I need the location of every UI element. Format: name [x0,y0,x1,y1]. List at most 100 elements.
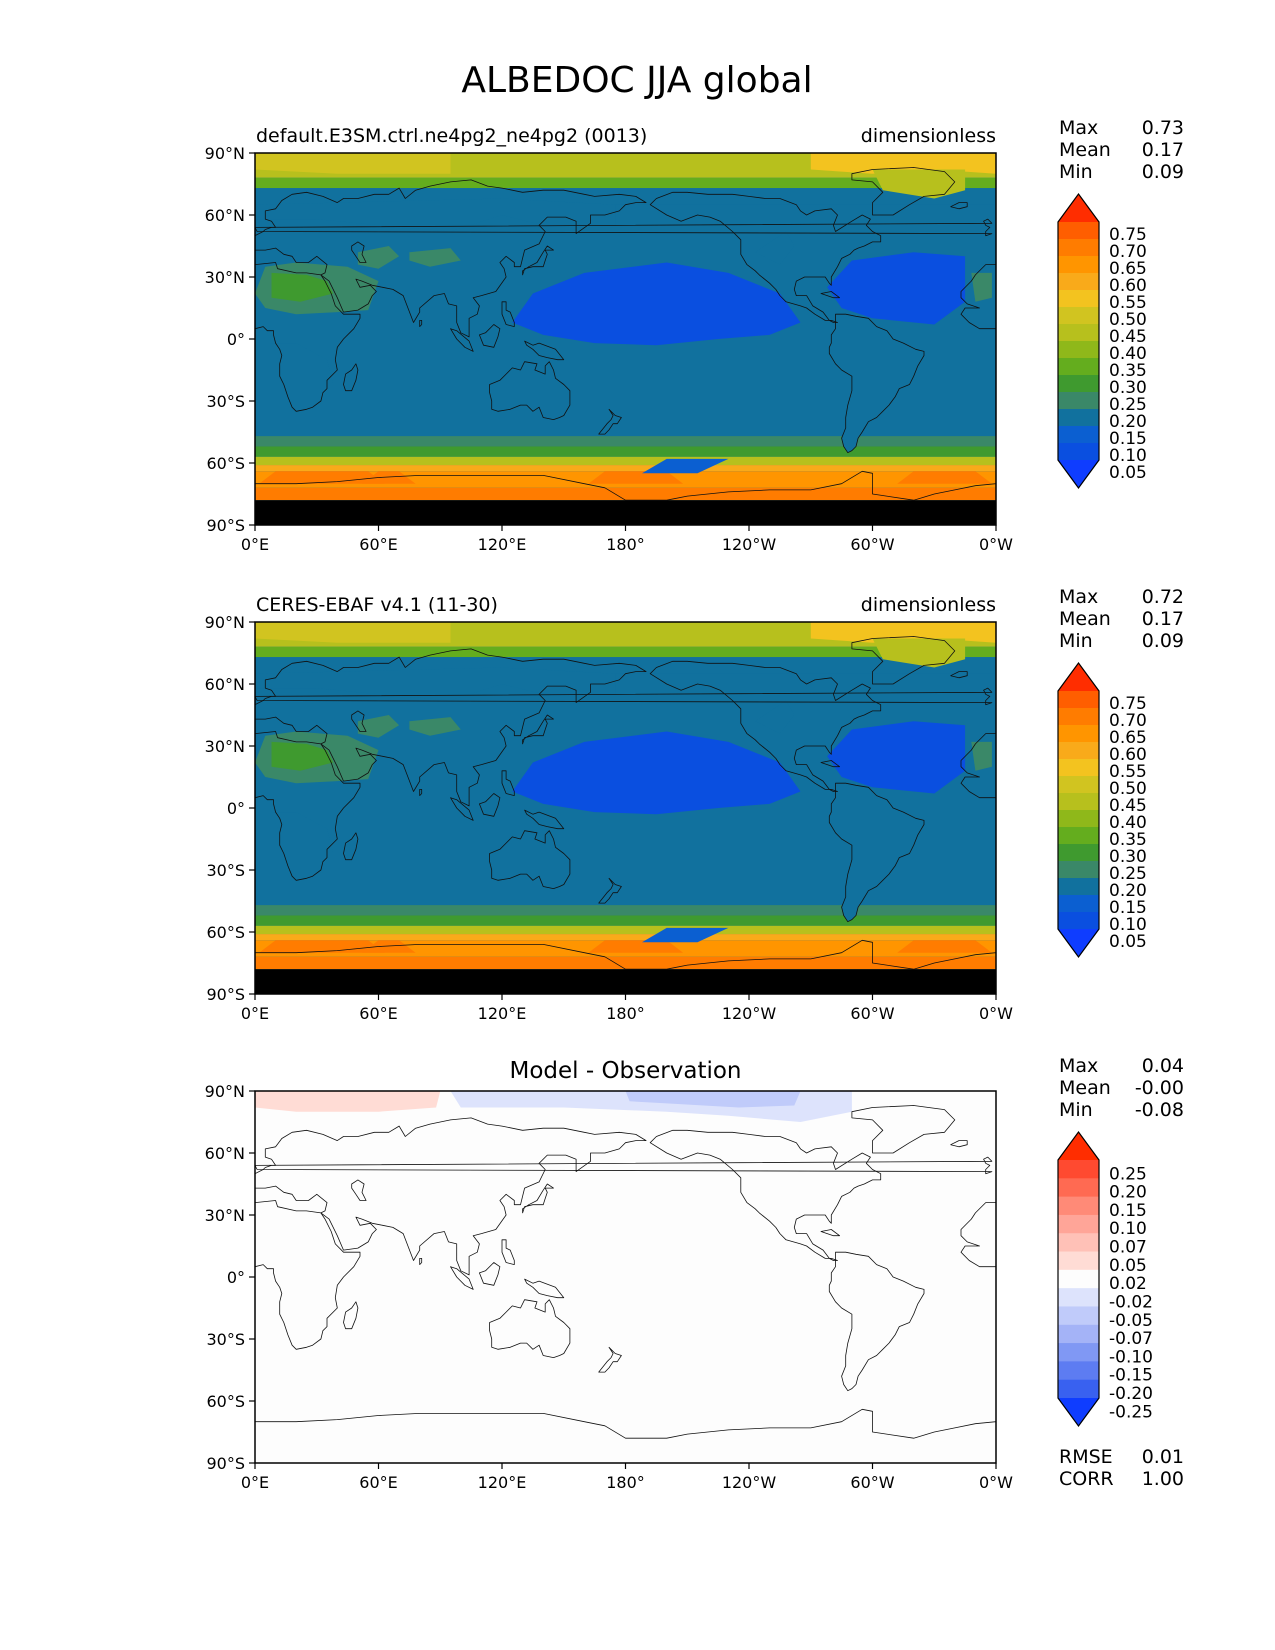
colorbar-outline [1057,661,1100,959]
coastline-westAfricaEdge [960,1202,996,1268]
coastline-northAmerica [649,1129,882,1261]
coastline-philippines [501,770,515,797]
coastline-greenland [851,1105,956,1154]
colorbar-tick-label: -0.10 [1109,1347,1153,1367]
colorbar-segment [1058,426,1099,444]
lat-tick-label: 0° [227,1268,245,1287]
colorbar-tick-label: 0.40 [1109,344,1147,364]
colorbar-segment [1058,392,1099,410]
colorbar-tick-label: 0.05 [1109,463,1147,483]
colorbar-tick-label: 0.15 [1109,1201,1147,1221]
coastline-westAfricaEdge [960,264,996,330]
antarctic-high [259,940,385,953]
colorbar-tick-label: -0.25 [1109,1402,1153,1422]
lon-tick-label: 180° [606,535,645,554]
colorbar-tick-label: 0.02 [1109,1274,1147,1294]
coastline-japan [522,245,554,276]
colorbar-tick-label: 0.45 [1109,796,1147,816]
colorbar-segment [1058,409,1099,427]
lon-tick-label: 60°E [359,535,397,554]
tibet [409,248,461,267]
coastline-borneo [478,793,501,817]
australia-albedo [489,361,570,420]
colorbar-segment [1058,222,1099,240]
colorbar-segment [1058,341,1099,359]
colorbar-extend-min [1058,1398,1099,1426]
coastline-eurasia [255,179,647,338]
stat-value-max: 0.72 [1142,586,1184,608]
albedo-band [255,956,996,970]
coastline-madagascar [343,832,359,861]
colorbar-segment [1058,742,1099,760]
coastline-cuba [820,1229,840,1237]
colorbar-segment [1058,239,1099,257]
colorbar-segment [1058,1288,1099,1307]
coastline-britain [255,687,993,706]
lon-tick-label: 120°W [722,1473,777,1492]
coastline-sumatra [450,1266,474,1290]
coastline-africa [255,262,361,412]
southern-africa [271,343,334,401]
atlantic-dark-pool [827,252,966,325]
coastline-newGuinea [524,1278,565,1299]
land-mid [255,198,616,232]
colorbar-tick-label: 0.25 [1109,1164,1147,1184]
coastline-borneo [478,324,501,348]
coastline-borneo [478,1262,501,1286]
metric-name-corr: CORR [1059,1468,1114,1490]
lon-tick-label: 120°E [478,535,527,554]
colorbar-tick-label: 0.20 [1109,412,1147,432]
colorbar-tick-label: 0.15 [1109,429,1147,449]
coastline-greenland [851,636,956,685]
colorbar-segment [1058,691,1099,709]
stat-name-max: Max [1059,586,1098,608]
colorbar-segment [1058,912,1099,930]
colorbar-segment [1058,324,1099,342]
albedo-band [255,905,996,916]
colorbar-segment [1058,1233,1099,1253]
lat-tick-label: 30°S [206,392,245,411]
stat-name-mean: Mean [1059,139,1111,161]
coastline-japan [522,1183,554,1214]
colorbar-segment [1058,1379,1099,1399]
colorbar-segment [1058,861,1099,879]
antarctic-high [259,471,385,484]
colorbar-tick-label: 0.20 [1109,881,1147,901]
albedo-band [255,969,996,994]
lat-tick-label: 60°S [206,1392,245,1411]
colorbar-segment [1058,776,1099,794]
colorbar-tick-label: 0.10 [1109,915,1147,935]
coastline-australia [489,830,571,890]
lon-tick-label: 180° [606,1004,645,1023]
colorbar-tick-label: 0.75 [1109,694,1147,714]
arctic-cap [810,622,996,643]
negative-anomaly-core [625,1091,801,1108]
neutral-field [255,1091,996,1463]
lat-tick-label: 90°S [206,516,245,535]
stat-value-min: 0.09 [1142,161,1184,183]
greenland-high [872,169,966,199]
albedo-band [255,456,996,466]
colorbar-segment [1058,708,1099,726]
west-sahara [971,272,992,302]
coastline-philippines [501,301,515,328]
panel-left-title: default.E3SM.ctrl.ne4pg2_ne4pg2 (0013) [256,125,647,147]
lon-tick-label: 0°E [241,535,269,554]
colorbar-tick-label: -0.20 [1109,1384,1153,1404]
colorbar-tick-label: 0.60 [1109,745,1147,765]
coastline-westAfricaEdge [960,733,996,799]
na-west [755,700,795,734]
colorbar-outline [1057,192,1100,490]
colorbar-tick-label: 0.75 [1109,225,1147,245]
coastline-eurasia [255,648,647,807]
coastline-antarctica [255,939,996,994]
colorbar-extend-min [1058,929,1099,957]
colorbar-segment [1058,1306,1099,1326]
southern-africa [271,812,334,870]
australia-albedo [489,830,570,889]
lat-tick-label: 30°N [205,737,245,756]
panel-units: dimensionless [861,125,996,147]
colorbar-extend-max [1058,194,1099,222]
colorbar-segment [1058,256,1099,274]
